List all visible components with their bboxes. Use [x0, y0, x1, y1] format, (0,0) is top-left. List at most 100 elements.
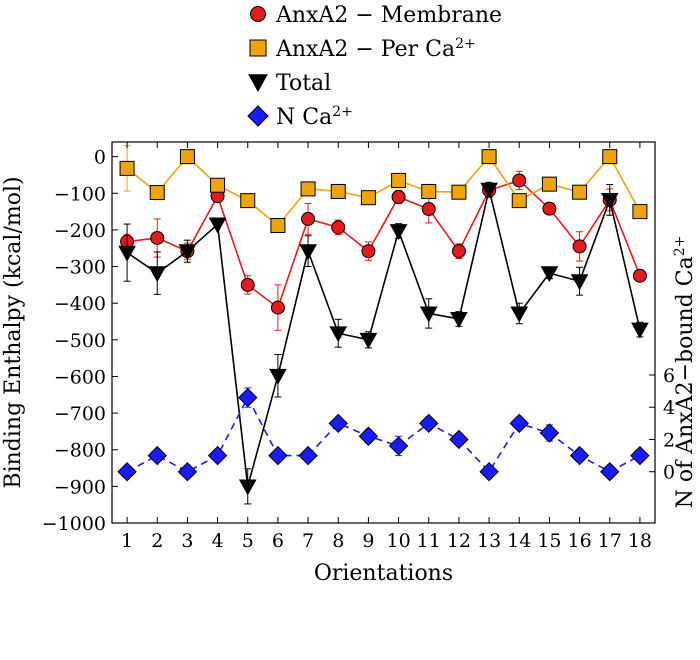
data-point [238, 387, 258, 408]
data-point [178, 244, 197, 261]
data-point [301, 211, 316, 226]
data-point [298, 445, 318, 466]
legend: AnxA2 − Membrane AnxA2 − Per Ca2+ Total N C… [247, 3, 502, 130]
data-point [539, 423, 560, 443]
y-tick-label: −500 [54, 330, 106, 352]
axes-layer: 0 −100 −200 −300 −400 −500 −600 −700 −800 −900 −10… [42, 142, 675, 552]
y-tick-label: −100 [54, 183, 106, 205]
y-tick-label: −1000 [42, 513, 106, 535]
data-point [451, 184, 467, 200]
data-point [421, 183, 437, 199]
x-tick-label: 1 [121, 530, 133, 552]
data-point [602, 149, 618, 165]
data-point [541, 176, 557, 192]
legend-label: AnxA2 − Membrane [275, 3, 502, 28]
data-point [572, 184, 588, 200]
data-point [240, 193, 256, 209]
data-point [361, 244, 376, 259]
data-point [542, 201, 557, 216]
legend-label-text: Total [276, 71, 331, 96]
y-axis-label: Binding Enthalpy (kcal/mol) [1, 176, 26, 488]
legend-label: AnxA2 − Per Ca2+ [275, 36, 476, 62]
x-tick-label: 10 [386, 530, 410, 552]
data-point [148, 266, 167, 283]
x-tick-label: 4 [212, 530, 224, 552]
plot-area: 0 −100 −200 −300 −400 −500 −600 −700 −800 −900 −10… [42, 141, 675, 552]
data-point [572, 239, 587, 254]
x-tick-label: 13 [477, 530, 501, 552]
data-point [208, 217, 227, 234]
data-point [179, 149, 195, 165]
series-1 [119, 145, 648, 234]
series-line [126, 395, 641, 474]
legend-marker [247, 105, 269, 127]
data-point [631, 322, 649, 339]
data-point [419, 413, 439, 434]
y2-axis-label-sup: 2+ [672, 236, 688, 257]
data-point [330, 183, 346, 199]
data-point [449, 429, 469, 450]
series-2 [118, 181, 649, 505]
series-3 [117, 387, 650, 482]
data-point [147, 445, 167, 466]
series-line [126, 189, 641, 487]
legend-marker [250, 6, 266, 22]
data-point [328, 413, 348, 434]
x-axis-label: Orientations [314, 561, 453, 586]
y-tick-label: −200 [54, 220, 106, 242]
data-point [268, 445, 288, 466]
data-point [238, 479, 257, 496]
x-tick-label: 16 [567, 530, 591, 552]
data-point [511, 193, 527, 209]
x-tick-label: 12 [447, 530, 471, 552]
data-point [451, 244, 466, 259]
data-point [512, 173, 527, 188]
data-point [391, 172, 407, 188]
data-point [177, 462, 198, 482]
data-point [119, 160, 135, 176]
y2-tick-label: 0 [663, 462, 675, 484]
data-point [510, 306, 529, 323]
data-point [600, 462, 620, 482]
x-tick-label: 15 [537, 530, 561, 552]
data-point [150, 230, 165, 245]
x-tick-label: 7 [302, 530, 314, 552]
y-tick-label: −400 [54, 293, 106, 315]
y2-tick-label: 2 [663, 429, 675, 451]
data-point [389, 224, 408, 241]
data-point [569, 445, 590, 466]
data-point [117, 462, 137, 482]
x-tick-label: 9 [362, 530, 374, 552]
series-0 [120, 170, 647, 331]
series-line [126, 155, 641, 227]
y-tick-label: −800 [54, 440, 106, 462]
x-tick-label: 14 [507, 530, 531, 552]
data-point [450, 312, 468, 328]
data-point [632, 268, 647, 283]
data-point [270, 300, 285, 315]
legend-label-text: AnxA2 − Membrane [275, 3, 502, 28]
data-point [570, 274, 589, 291]
data-point [388, 436, 409, 456]
y-tick-label: 0 [94, 147, 106, 169]
x-tick-label: 8 [332, 530, 344, 552]
data-point [479, 462, 499, 482]
data-point [358, 426, 379, 446]
legend-label-sup: 2+ [455, 36, 476, 52]
y-tick-label: −300 [54, 257, 106, 279]
data-point [299, 244, 317, 261]
y-tick-label: −700 [54, 403, 106, 425]
data-point [240, 277, 255, 292]
legend-label-sup: 2+ [332, 104, 353, 120]
x-tick-label: 17 [598, 530, 622, 552]
data-point [329, 326, 348, 343]
data-point [391, 189, 406, 204]
data-point [509, 413, 529, 434]
data-point [481, 149, 497, 165]
y-tick-label: −900 [54, 476, 106, 498]
x-tick-label: 5 [242, 530, 254, 552]
x-tick-label: 11 [417, 530, 441, 552]
legend-label: N Ca2+ [276, 104, 353, 130]
x-tick-label: 6 [272, 530, 284, 552]
